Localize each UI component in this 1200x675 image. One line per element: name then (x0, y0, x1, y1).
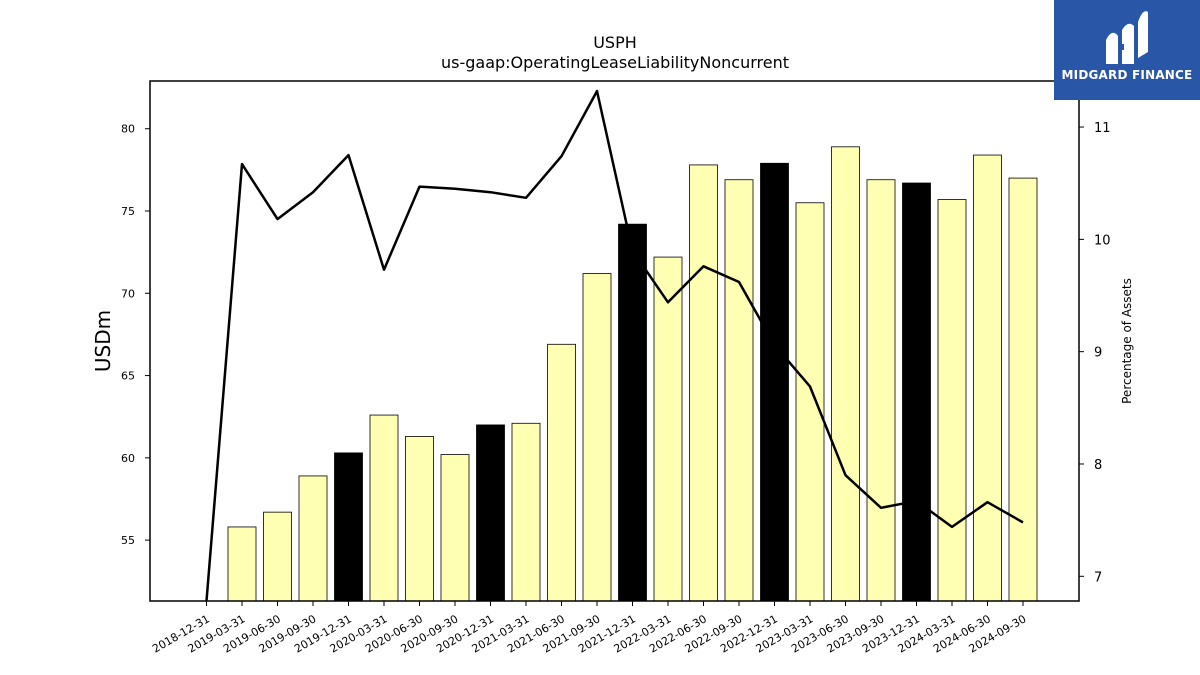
y-tick-label: 80 (121, 123, 135, 136)
bar (795, 202, 825, 602)
y2-tick-label: 11 (1094, 121, 1111, 136)
logo-text: MIDGARD FINANCE (1061, 68, 1193, 82)
logo: MIDGARD FINANCE (1054, 0, 1200, 100)
bar (724, 179, 754, 602)
y-tick-label: 60 (121, 452, 135, 465)
plot-frame (149, 80, 1080, 602)
bar (369, 414, 399, 602)
bar (902, 182, 931, 602)
line-series (205, 89, 1024, 602)
y2-tick-label: 8 (1094, 458, 1102, 473)
y2-tick-label: 10 (1094, 233, 1111, 248)
bar (831, 146, 860, 602)
bar (760, 162, 789, 602)
midgard-m-logo-icon (1106, 11, 1148, 64)
chart-title: USPH (593, 33, 637, 52)
bar (298, 475, 328, 602)
bar (227, 526, 257, 602)
y-axis-label: USDm (91, 310, 115, 372)
y-tick-label: 55 (121, 534, 135, 547)
bar (511, 422, 541, 602)
bar (1008, 177, 1038, 602)
y-tick-label: 65 (121, 370, 135, 383)
bar (689, 164, 718, 602)
bar-series (227, 146, 1038, 602)
y2-tick-label: 7 (1094, 570, 1102, 585)
bar (618, 223, 647, 602)
bar (405, 436, 434, 602)
bar (866, 179, 896, 602)
x-axis: 2018-12-312019-03-312019-06-302019-09-30… (150, 601, 1029, 656)
bar (334, 452, 363, 602)
y-tick-label: 70 (121, 287, 135, 300)
bar (973, 154, 1002, 602)
y2-tick-label: 9 (1094, 346, 1102, 361)
y2-axis: 7 8 9 10 11 (1079, 121, 1111, 585)
chart-subtitle: us-gaap:OperatingLeaseLiabilityNoncurren… (441, 53, 789, 72)
y-tick-label: 75 (121, 205, 135, 218)
bar (582, 273, 612, 602)
bar (653, 256, 683, 602)
bar (263, 511, 292, 602)
series-line (205, 89, 1024, 602)
bar (440, 454, 470, 602)
y2-axis-label: Percentage of Assets (1120, 278, 1134, 404)
bar (937, 199, 967, 602)
bar (476, 424, 505, 602)
bar (547, 343, 576, 602)
y-axis: 55 60 65 70 75 80 (121, 123, 150, 547)
